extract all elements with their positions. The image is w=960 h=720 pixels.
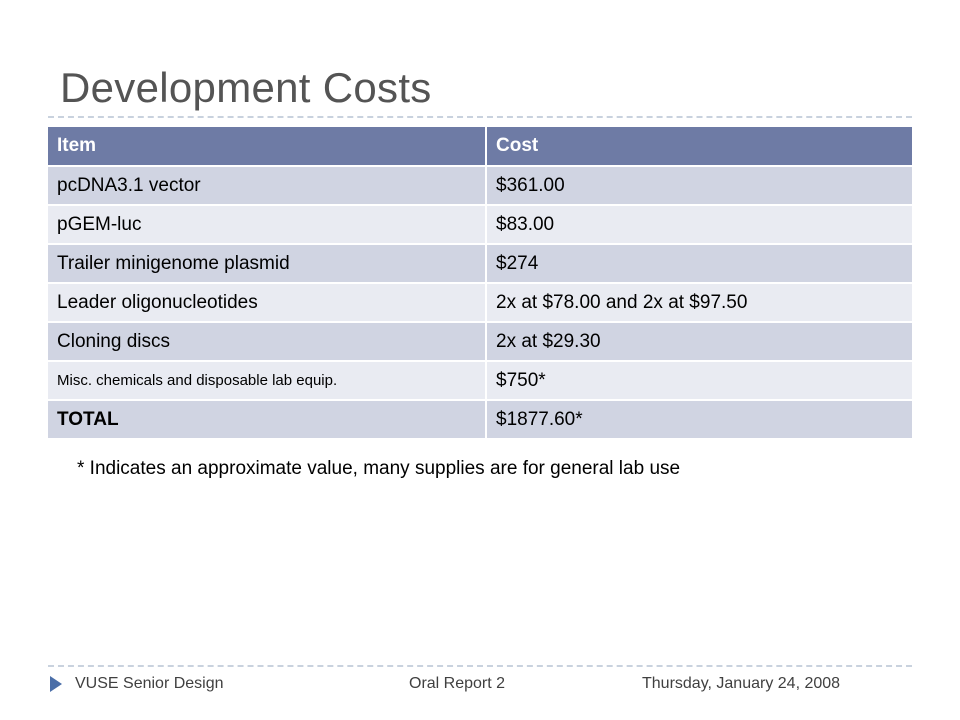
footnote: * Indicates an approximate value, many s…	[77, 458, 680, 480]
table-row: pcDNA3.1 vector $361.00	[48, 167, 912, 206]
table-row: Cloning discs 2x at $29.30	[48, 323, 912, 362]
table-row: Misc. chemicals and disposable lab equip…	[48, 362, 912, 401]
cost-cell: 2x at $29.30	[487, 323, 912, 362]
item-cell: pcDNA3.1 vector	[48, 167, 487, 206]
footer-center: Oral Report 2	[409, 675, 505, 693]
item-cell: Cloning discs	[48, 323, 487, 362]
footer-left: VUSE Senior Design	[75, 675, 224, 693]
costs-table: Item Cost pcDNA3.1 vector $361.00 pGEM-l…	[48, 127, 912, 440]
item-cell: Misc. chemicals and disposable lab equip…	[48, 362, 487, 401]
item-cell: Trailer minigenome plasmid	[48, 245, 487, 284]
header-cost: Cost	[487, 127, 912, 167]
table-row: Leader oligonucleotides 2x at $78.00 and…	[48, 284, 912, 323]
triangle-bullet-icon	[50, 676, 62, 692]
item-cell: pGEM-luc	[48, 206, 487, 245]
cost-cell: 2x at $78.00 and 2x at $97.50	[487, 284, 912, 323]
item-cell: Leader oligonucleotides	[48, 284, 487, 323]
total-label: TOTAL	[48, 401, 487, 440]
table-row: Trailer minigenome plasmid $274	[48, 245, 912, 284]
title-divider	[48, 116, 912, 118]
slide-title: Development Costs	[60, 64, 432, 112]
slide-footer: VUSE Senior Design Oral Report 2 Thursda…	[0, 673, 960, 697]
header-item: Item	[48, 127, 487, 167]
total-row: TOTAL $1877.60*	[48, 401, 912, 440]
table-row: pGEM-luc $83.00	[48, 206, 912, 245]
cost-cell: $274	[487, 245, 912, 284]
table-header-row: Item Cost	[48, 127, 912, 167]
footer-date: Thursday, January 24, 2008	[642, 675, 840, 693]
cost-cell: $750*	[487, 362, 912, 401]
cost-cell: $361.00	[487, 167, 912, 206]
footer-divider	[48, 665, 912, 667]
total-cost: $1877.60*	[487, 401, 912, 440]
cost-cell: $83.00	[487, 206, 912, 245]
